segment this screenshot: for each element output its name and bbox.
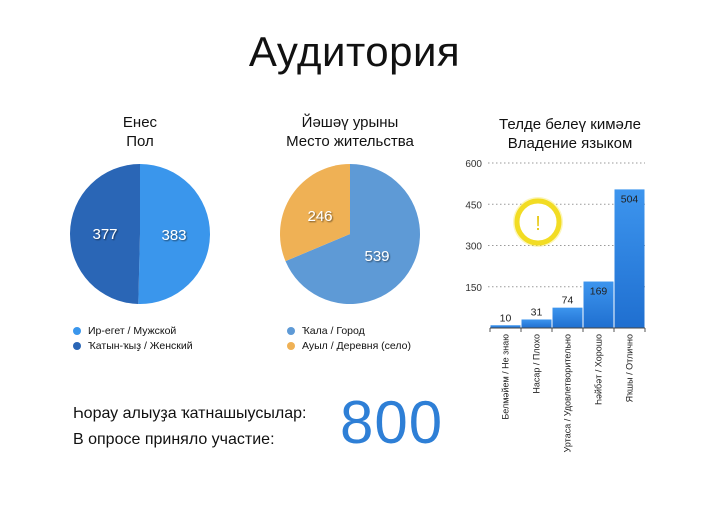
language-chart-title: Телде белеү кимәле Владение языком xyxy=(450,115,690,153)
gender-pie-chart: 383 377 xyxy=(69,164,210,304)
bar xyxy=(552,307,583,328)
legend-label-male: Ир-егет / Мужской xyxy=(88,324,177,337)
pie-slice-male xyxy=(138,164,210,304)
bar-value-labels: 10 31 74 169 504 xyxy=(500,193,639,324)
y-tick-label: 300 xyxy=(465,242,482,253)
bar xyxy=(614,189,645,328)
pie-label-female: 377 xyxy=(92,226,117,243)
legend-label-village: Ауыл / Деревня (село) xyxy=(302,339,411,352)
residence-chart-title: Йәшәү урыны Место жительства xyxy=(240,113,460,151)
participants-label-bashkir: Һорау алыуҙа ҡатнашыусылар: xyxy=(73,405,307,422)
exclamation-icon: ! xyxy=(535,213,541,235)
bar-value-label: 74 xyxy=(562,295,574,307)
gender-title-bashkir: Енес xyxy=(122,114,158,131)
bar-category-label: Белмәйем / Не знаю xyxy=(501,334,511,420)
bar-category-label: Яҡшы / Отлично xyxy=(625,334,635,402)
bar-category-label: Һәйбәт / Хорошо xyxy=(594,334,604,405)
gender-legend: Ир-егет / Мужской Ҡатын-ҡыҙ / Женский xyxy=(73,323,193,353)
residence-title-bashkir: Йәшәү урыны xyxy=(301,114,399,131)
residence-pie-chart: 539 246 xyxy=(279,164,420,304)
legend-dot-male xyxy=(73,326,81,335)
y-tick-label: 600 xyxy=(465,159,482,170)
bar-value-label: 31 xyxy=(531,306,543,318)
legend-item-city: Ҡала / Город xyxy=(287,323,411,338)
legend-dot-city xyxy=(287,326,295,335)
legend-label-female: Ҡатын-ҡыҙ / Женский xyxy=(88,339,193,352)
pie-slice-female xyxy=(69,164,140,304)
y-tick-label: 450 xyxy=(465,200,482,211)
bar xyxy=(490,325,521,328)
bar xyxy=(583,281,614,328)
bar-y-tick-labels: 150 300 450 600 xyxy=(465,159,482,294)
participants-label-russian: В опросе приняло участие: xyxy=(73,431,275,448)
legend-item-female: Ҡатын-ҡыҙ / Женский xyxy=(73,338,193,353)
y-tick-label: 150 xyxy=(465,283,482,294)
residence-legend: Ҡала / Город Ауыл / Деревня (село) xyxy=(287,323,411,353)
legend-item-male: Ир-егет / Мужской xyxy=(73,323,193,338)
page-title: Аудитория xyxy=(248,28,461,75)
bar-category-label: Насар / Плохо xyxy=(532,334,542,394)
bar-category-labels: Белмәйем / Не знаю Насар / Плохо Уртаса / … xyxy=(489,328,646,452)
bar xyxy=(521,319,552,328)
legend-dot-village xyxy=(287,341,295,350)
pie-label-village: 246 xyxy=(307,208,332,225)
bar-series xyxy=(490,189,645,328)
warning-badge: ! xyxy=(513,197,563,247)
legend-dot-female xyxy=(73,341,81,350)
pie-slice-city xyxy=(285,164,420,304)
language-title-bashkir: Телде белеү кимәле xyxy=(499,116,641,133)
legend-label-city: Ҡала / Город xyxy=(302,324,365,337)
bar-value-label: 169 xyxy=(590,286,608,298)
gender-title-russian: Пол xyxy=(126,133,154,150)
gender-chart-title: Енес Пол xyxy=(40,113,240,151)
participants-count: 800 xyxy=(340,389,444,456)
residence-title-russian: Место жительства xyxy=(286,133,414,150)
bar-value-label: 10 xyxy=(500,312,512,324)
legend-item-village: Ауыл / Деревня (село) xyxy=(287,338,411,353)
pie-label-city: 539 xyxy=(364,248,389,265)
language-title-russian: Владение языком xyxy=(507,135,633,152)
bar-value-label: 504 xyxy=(621,193,639,205)
pie-slice-village xyxy=(279,164,350,262)
language-bar-chart: 150 300 450 600 10 31 74 169 504 Белмәйем / Не … xyxy=(465,159,646,452)
pie-label-male: 383 xyxy=(161,227,186,244)
bar-category-label: Уртаса / Удовлетворительно xyxy=(563,334,573,452)
